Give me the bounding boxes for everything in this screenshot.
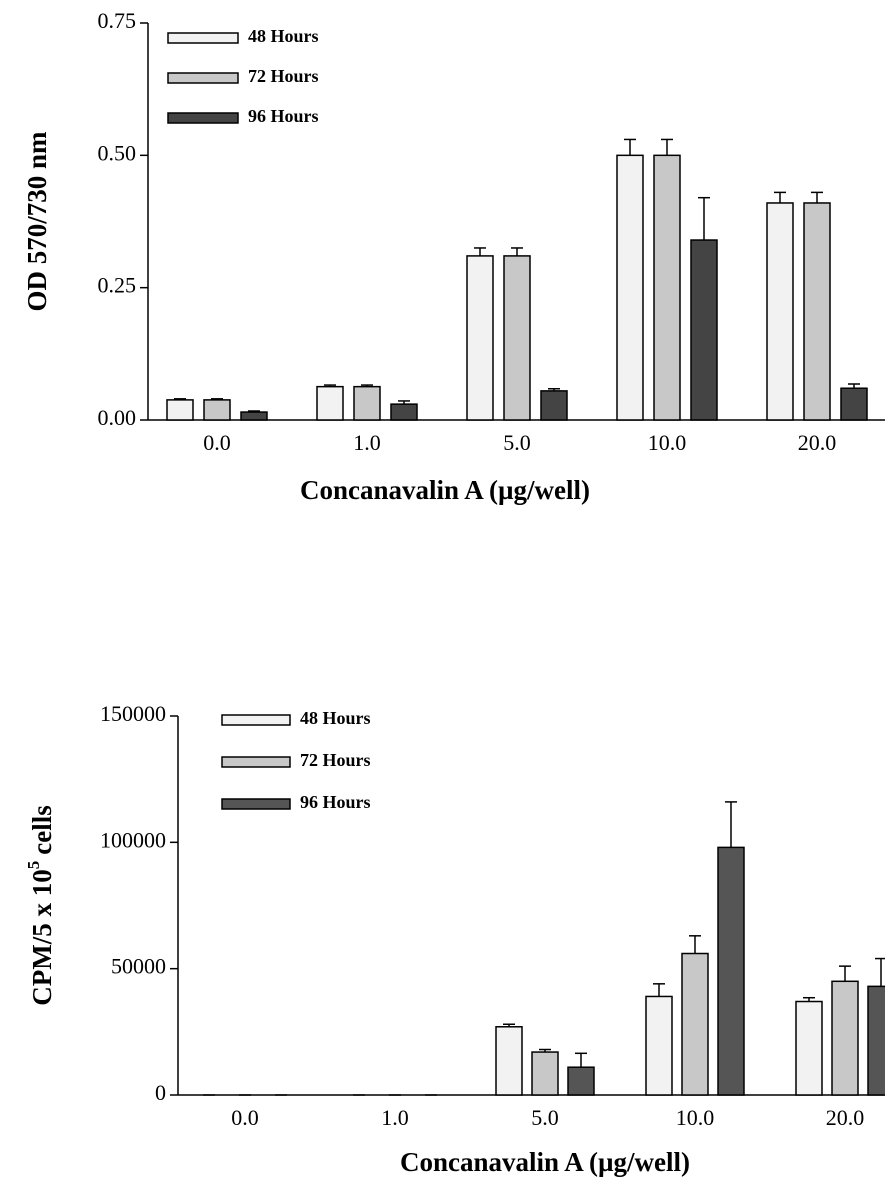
bar (682, 954, 708, 1095)
bar (796, 1002, 822, 1095)
bar (841, 388, 867, 420)
x-tick-label: 5.0 (531, 1105, 559, 1130)
legend-swatch (168, 73, 238, 83)
y-axis-label-main: CPM/5 x 10 (27, 869, 57, 1005)
y-tick-label: 0.25 (98, 273, 137, 298)
y-axis-label-main: OD 570/730 nm (22, 131, 52, 312)
bar (804, 203, 830, 420)
bar (504, 256, 530, 420)
x-tick-label: 20.0 (798, 430, 837, 455)
y-tick-label: 0.75 (98, 8, 137, 33)
x-axis-label: Concanavalin A (µg/well) (300, 475, 590, 505)
bar (541, 391, 567, 420)
legend-swatch (222, 799, 290, 809)
bar (691, 240, 717, 420)
bar (354, 387, 380, 420)
legend-swatch (222, 715, 290, 725)
legend-label: 72 Hours (248, 66, 319, 86)
x-tick-label: 10.0 (676, 1105, 715, 1130)
y-tick-label: 0 (155, 1080, 166, 1105)
x-tick-label: 0.0 (231, 1105, 259, 1130)
y-axis-label-suffix: cells (27, 805, 57, 854)
y-axis-label-sup: 5 (24, 861, 43, 870)
bar (617, 155, 643, 420)
bar (467, 256, 493, 420)
bar (654, 155, 680, 420)
legend-swatch (222, 757, 290, 767)
x-tick-label: 1.0 (353, 430, 381, 455)
legend-label: 48 Hours (248, 26, 319, 46)
bar (767, 203, 793, 420)
figure: 0.000.250.500.750.01.05.010.020.0Concana… (0, 0, 885, 1186)
y-tick-label: 0.50 (98, 140, 137, 165)
bar (868, 986, 885, 1095)
y-tick-label: 0.00 (98, 405, 137, 430)
legend-swatch (168, 113, 238, 123)
bar (391, 404, 417, 420)
y-tick-label: 50000 (111, 954, 166, 979)
bar (718, 847, 744, 1095)
bar (646, 996, 672, 1095)
legend-swatch (168, 33, 238, 43)
y-tick-label: 100000 (100, 827, 166, 852)
bar (204, 400, 230, 420)
y-axis-label: OD 570/730 nm (22, 131, 52, 312)
bar (241, 412, 267, 420)
bar (167, 400, 193, 420)
x-axis-label: Concanavalin A (µg/well) (400, 1147, 690, 1177)
y-axis-label: CPM/5 x 105 cells (24, 805, 57, 1005)
legend-label: 72 Hours (300, 750, 371, 770)
x-tick-label: 20.0 (826, 1105, 865, 1130)
legend-label: 48 Hours (300, 708, 371, 728)
bar (317, 387, 343, 420)
x-tick-label: 5.0 (503, 430, 531, 455)
legend-label: 96 Hours (248, 106, 319, 126)
x-tick-label: 10.0 (648, 430, 687, 455)
bar (832, 981, 858, 1095)
y-tick-label: 150000 (100, 701, 166, 726)
bar (568, 1067, 594, 1095)
legend-label: 96 Hours (300, 792, 371, 812)
bar (496, 1027, 522, 1095)
x-tick-label: 0.0 (203, 430, 231, 455)
bar (532, 1052, 558, 1095)
x-tick-label: 1.0 (381, 1105, 409, 1130)
